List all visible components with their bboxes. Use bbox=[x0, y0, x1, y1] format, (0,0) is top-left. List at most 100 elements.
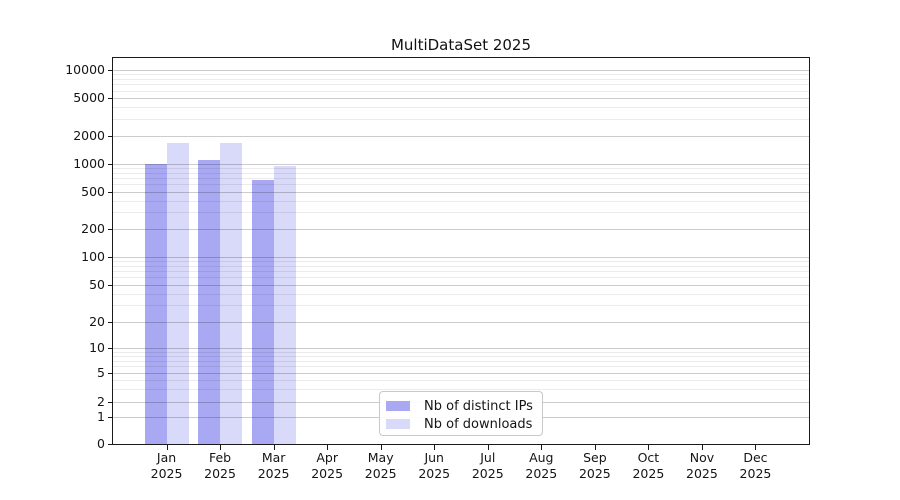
legend-swatch-downloads bbox=[386, 419, 410, 429]
y-tick-200 bbox=[108, 229, 113, 230]
gridline-major-10000 bbox=[113, 70, 809, 71]
x-tick-label-aug: Aug 2025 bbox=[513, 450, 569, 482]
x-tick-year: 2025 bbox=[418, 466, 451, 481]
x-tick-label-jun: Jun 2025 bbox=[406, 450, 462, 482]
x-tick-year: 2025 bbox=[525, 466, 558, 481]
y-tick-label-10000: 10000 bbox=[65, 62, 105, 77]
x-tick-year: 2025 bbox=[204, 466, 236, 481]
x-tick-may bbox=[380, 445, 382, 450]
y-tick-5000 bbox=[108, 98, 113, 99]
y-tick-0 bbox=[108, 444, 113, 445]
gridline-minor-80 bbox=[113, 265, 809, 267]
y-tick-10000 bbox=[108, 70, 113, 71]
x-tick-year: 2025 bbox=[257, 466, 290, 481]
x-tick-feb bbox=[220, 445, 222, 450]
y-tick-label-2000: 2000 bbox=[73, 127, 105, 143]
gridline-minor-800 bbox=[113, 172, 809, 174]
y-tick-label-2: 2 bbox=[97, 394, 105, 409]
bar-jan-downloads bbox=[166, 143, 189, 444]
x-tick-year: 2025 bbox=[632, 466, 665, 481]
legend-label-distinct-ips: Nb of distinct IPs bbox=[424, 398, 533, 414]
y-tick-label-10: 10 bbox=[89, 340, 105, 355]
y-tick-1 bbox=[108, 417, 113, 418]
legend-item-distinct-ips: Nb of distinct IPs bbox=[386, 397, 542, 415]
y-tick-label-20: 20 bbox=[89, 314, 105, 329]
gridline-major-5000 bbox=[113, 98, 809, 99]
x-tick-nov bbox=[701, 445, 703, 450]
x-tick-label-nov: Nov 2025 bbox=[674, 450, 730, 482]
gridline-major-5 bbox=[113, 373, 809, 374]
gridline-major-200 bbox=[113, 229, 809, 230]
y-tick-label-1: 1 bbox=[97, 409, 105, 424]
gridline-minor-4 bbox=[113, 380, 809, 382]
x-tick-aug bbox=[541, 445, 543, 450]
y-tick-1000 bbox=[108, 163, 113, 165]
y-tick-10 bbox=[108, 348, 113, 349]
gridline-minor-300 bbox=[113, 212, 809, 214]
y-tick-100 bbox=[108, 256, 113, 258]
x-tick-year: 2025 bbox=[150, 466, 183, 481]
gridline-minor-30 bbox=[113, 305, 809, 307]
gridline-minor-8000 bbox=[113, 79, 809, 80]
gridline-minor-400 bbox=[113, 200, 809, 202]
bar-mar-downloads bbox=[273, 165, 296, 444]
plot-area: Nb of distinct IPs Nb of downloads bbox=[112, 57, 810, 445]
y-tick-label-50: 50 bbox=[89, 276, 105, 292]
y-tick-label-1000: 1000 bbox=[73, 155, 105, 171]
y-tick-label-5000: 5000 bbox=[73, 90, 105, 105]
gridline-major-500 bbox=[113, 191, 809, 193]
x-tick-label-feb: Feb 2025 bbox=[192, 450, 248, 482]
y-tick-500 bbox=[108, 191, 113, 193]
y-tick-2000 bbox=[108, 135, 113, 137]
gridline-minor-90 bbox=[113, 260, 809, 262]
x-tick-year: 2025 bbox=[686, 466, 718, 481]
x-tick-jan bbox=[166, 445, 168, 450]
y-tick-label-0: 0 bbox=[97, 436, 105, 451]
legend-label-downloads: Nb of downloads bbox=[424, 416, 533, 432]
gridline-major-20 bbox=[113, 322, 809, 323]
gridline-minor-7 bbox=[113, 360, 809, 362]
legend-item-downloads: Nb of downloads bbox=[386, 415, 542, 433]
y-tick-label-200: 200 bbox=[81, 221, 105, 236]
x-tick-year: 2025 bbox=[311, 466, 344, 481]
x-tick-label-oct: Oct 2025 bbox=[620, 450, 676, 482]
x-tick-year: 2025 bbox=[578, 466, 611, 481]
x-tick-apr bbox=[327, 445, 329, 450]
gridline-minor-8 bbox=[113, 356, 809, 358]
bar-feb-downloads bbox=[220, 143, 243, 444]
gridline-minor-6 bbox=[113, 366, 809, 368]
gridline-minor-40 bbox=[113, 293, 809, 295]
gridline-minor-3000 bbox=[113, 118, 809, 120]
x-tick-label-mar: Mar 2025 bbox=[246, 450, 302, 482]
gridline-minor-9000 bbox=[113, 74, 809, 76]
y-tick-label-5: 5 bbox=[97, 365, 105, 380]
y-tick-20 bbox=[108, 322, 113, 323]
x-tick-label-jul: Jul 2025 bbox=[460, 450, 516, 482]
bar-jan-distinct-ips bbox=[144, 163, 167, 444]
x-tick-jul bbox=[487, 445, 489, 450]
gridline-minor-4000 bbox=[113, 107, 809, 109]
legend: Nb of distinct IPs Nb of downloads bbox=[379, 391, 543, 436]
gridline-minor-700 bbox=[113, 177, 809, 179]
gridline-minor-60 bbox=[113, 277, 809, 279]
gridline-minor-9 bbox=[113, 351, 809, 353]
x-tick-year: 2025 bbox=[471, 466, 504, 481]
y-tick-2 bbox=[108, 402, 113, 403]
bars-layer bbox=[113, 58, 809, 444]
x-tick-jun bbox=[434, 445, 436, 450]
gridline-major-2000 bbox=[113, 135, 809, 137]
legend-swatch-distinct-ips bbox=[386, 401, 410, 411]
x-tick-label-dec: Dec 2025 bbox=[727, 450, 783, 482]
y-tick-label-500: 500 bbox=[81, 183, 105, 199]
x-tick-sep bbox=[594, 445, 596, 450]
gridline-major-10 bbox=[113, 348, 809, 349]
x-tick-label-may: May 2025 bbox=[353, 450, 409, 482]
x-tick-label-apr: Apr 2025 bbox=[299, 450, 355, 482]
gridline-minor-70 bbox=[113, 270, 809, 272]
gridline-minor-7000 bbox=[113, 84, 809, 86]
bar-mar-distinct-ips bbox=[251, 179, 274, 444]
y-tick-50 bbox=[108, 284, 113, 286]
gridline-minor-900 bbox=[113, 167, 809, 169]
x-tick-label-jan: Jan 2025 bbox=[139, 450, 195, 482]
